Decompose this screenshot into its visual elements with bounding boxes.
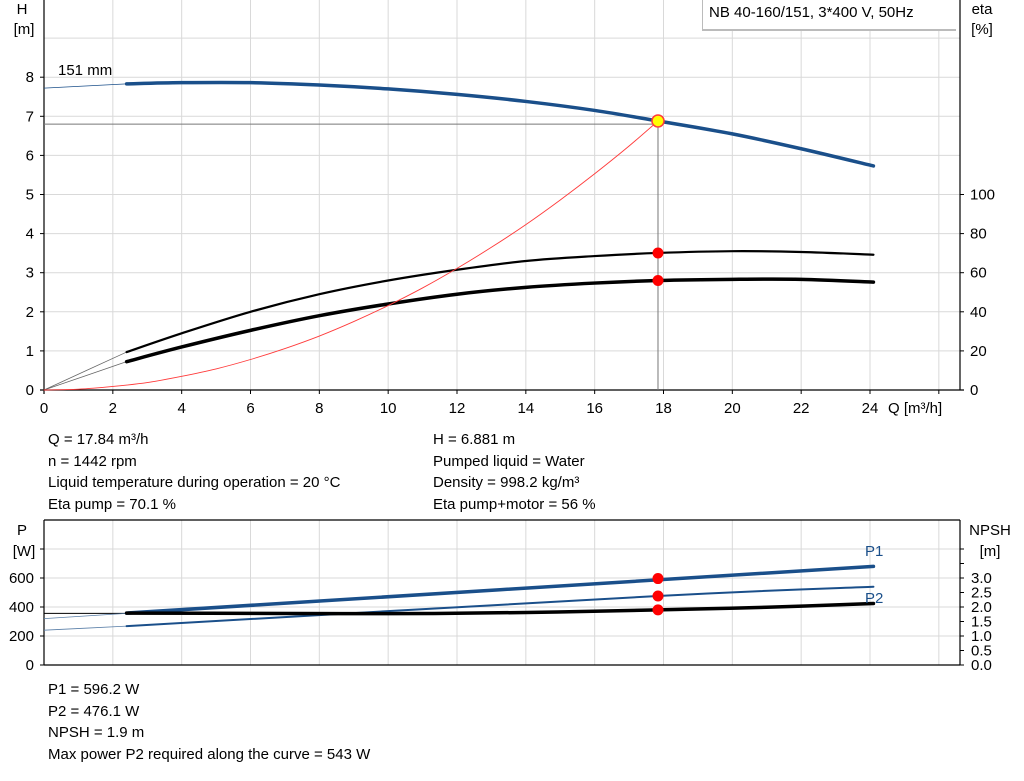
x-tick-label: 14 (517, 400, 534, 417)
x-tick-label: 10 (380, 400, 397, 417)
curve-p1 (124, 564, 876, 615)
x-tick-label: 8 (315, 400, 323, 417)
x-tick-label: 22 (793, 400, 810, 417)
x-tick-label: 2 (109, 400, 117, 417)
info-temperature: Liquid temperature during operation = 20… (48, 474, 341, 491)
y2-tick-label: 80 (970, 226, 987, 243)
y-axis-title: H (17, 1, 28, 18)
y-tick-label: 1 (26, 343, 34, 360)
y-tick-label: 4 (26, 226, 34, 243)
y2-tick-label: 20 (970, 343, 987, 360)
curve-eta_pump (125, 250, 875, 354)
curve-npsh (124, 601, 876, 616)
curve-p2-extrapolated (43, 625, 127, 631)
npsh-tick-label: 3.0 (971, 570, 992, 587)
y2-tick-label: 0 (970, 382, 978, 399)
p-axis-unit: [W] (13, 543, 36, 560)
x-tick-label: 18 (655, 400, 672, 417)
npsh-tick-label: 1.5 (971, 614, 992, 631)
info-top-left: Q = 17.84 m³/h n = 1442 rpm Liquid tempe… (48, 429, 340, 515)
p-tick-label: 0 (26, 657, 34, 674)
duty-point-p1 (652, 573, 664, 585)
curve-H (124, 80, 876, 168)
info-max-power: Max power P2 required along the curve = … (48, 745, 371, 763)
npsh-axis-title: NPSH (969, 522, 1011, 539)
info-liquid: Pumped liquid = Water (433, 452, 585, 470)
x-tick-label: 24 (862, 400, 879, 417)
p-tick-label: 400 (9, 599, 34, 616)
y-axis-unit: [m] (14, 21, 35, 38)
info-density: Density = 998.2 kg/m³ (433, 474, 580, 491)
y2-tick-label: 60 (970, 265, 987, 282)
info-q: Q = 17.84 m³/h (48, 431, 149, 448)
info-eta-pump-motor: Eta pump+motor = 56 % (433, 495, 596, 513)
curve-system_curve (43, 120, 659, 391)
x-tick-label: 20 (724, 400, 741, 417)
curve-p2 (125, 585, 875, 628)
y-tick-label: 6 (26, 147, 34, 164)
y2-axis-unit: [%] (971, 21, 993, 38)
info-n: n = 1442 rpm (48, 452, 137, 470)
duty-point-eta-pump (652, 247, 664, 259)
x-axis-title: Q [m³/h] (888, 400, 942, 417)
info-p2: P2 = 476.1 W (48, 702, 140, 720)
pump-title-box: NB 40-160/151, 3*400 V, 50Hz (702, 0, 956, 31)
npsh-tick-label: 0.5 (971, 643, 992, 660)
npsh-tick-label: 1.0 (971, 628, 992, 645)
x-tick-label: 4 (177, 400, 185, 417)
info-top-right: H = 6.881 m Pumped liquid = Water Densit… (433, 429, 596, 515)
y-tick-label: 7 (26, 108, 34, 125)
p-tick-label: 600 (9, 570, 34, 587)
p-axis-title: P (17, 522, 27, 539)
y-tick-label: 0 (26, 382, 34, 399)
impeller-annotation: 151 mm (58, 62, 112, 79)
npsh-tick-label: 2.0 (971, 599, 992, 616)
info-eta-pump: Eta pump = 70.1 % (48, 495, 176, 513)
x-tick-label: 0 (40, 400, 48, 417)
duty-point-npsh (652, 604, 664, 616)
duty-point-h (651, 114, 665, 128)
info-bottom: P1 = 596.2 W P2 = 476.1 W NPSH = 1.9 m M… (48, 679, 370, 765)
npsh-tick-label: 0.0 (971, 657, 992, 674)
y-tick-label: 5 (26, 187, 34, 204)
info-p1: P1 = 596.2 W (48, 681, 140, 698)
curve-p1-extrapolated (43, 612, 127, 619)
curve-eta_pump_motor (124, 277, 876, 364)
duty-point-p2 (652, 590, 664, 602)
pump-title: NB 40-160/151, 3*400 V, 50Hz (709, 4, 914, 21)
curve-eta_pump_motor-extrapolated (43, 361, 127, 391)
legend-p2: P2 (865, 590, 883, 607)
info-npsh: NPSH = 1.9 m (48, 724, 145, 741)
y-tick-label: 2 (26, 304, 34, 321)
npsh-axis-unit: [m] (980, 543, 1001, 560)
y2-axis-title: eta (972, 1, 994, 18)
y-tick-label: 8 (26, 69, 34, 86)
curve-eta_pump-extrapolated (43, 351, 127, 391)
x-tick-label: 12 (449, 400, 466, 417)
y2-tick-label: 40 (970, 304, 987, 321)
curve-H-extrapolated (43, 83, 127, 89)
p-tick-label: 200 (9, 628, 34, 645)
y2-tick-label: 100 (970, 187, 995, 204)
y-tick-label: 3 (26, 265, 34, 282)
duty-point-eta-pump-motor (652, 275, 664, 287)
x-tick-label: 6 (246, 400, 254, 417)
npsh-tick-label: 2.5 (971, 585, 992, 602)
info-h: H = 6.881 m (433, 431, 516, 448)
x-tick-label: 16 (586, 400, 603, 417)
legend-p1: P1 (865, 543, 883, 560)
